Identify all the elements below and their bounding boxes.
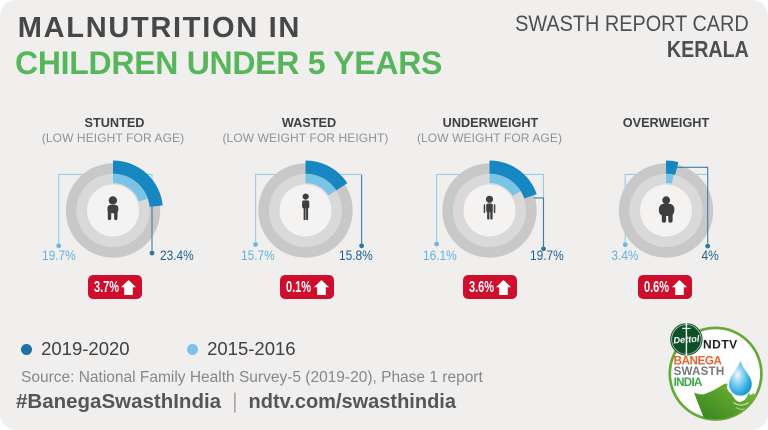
svg-text:INDIA: INDIA (674, 376, 703, 389)
svg-text:BANEGA: BANEGA (674, 355, 723, 368)
svg-text:Dettol: Dettol (673, 334, 700, 346)
svg-text:SWASTH: SWASTH (674, 365, 725, 378)
svg-text:NDTV: NDTV (703, 338, 738, 352)
